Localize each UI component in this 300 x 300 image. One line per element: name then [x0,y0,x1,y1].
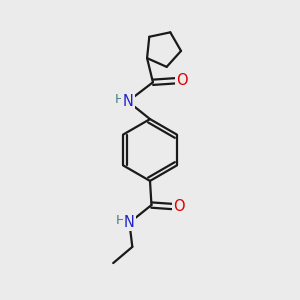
Text: N: N [124,215,135,230]
Text: O: O [176,73,187,88]
Text: N: N [122,94,134,109]
Text: H: H [115,93,124,106]
Text: H: H [116,214,126,227]
Text: O: O [173,199,185,214]
